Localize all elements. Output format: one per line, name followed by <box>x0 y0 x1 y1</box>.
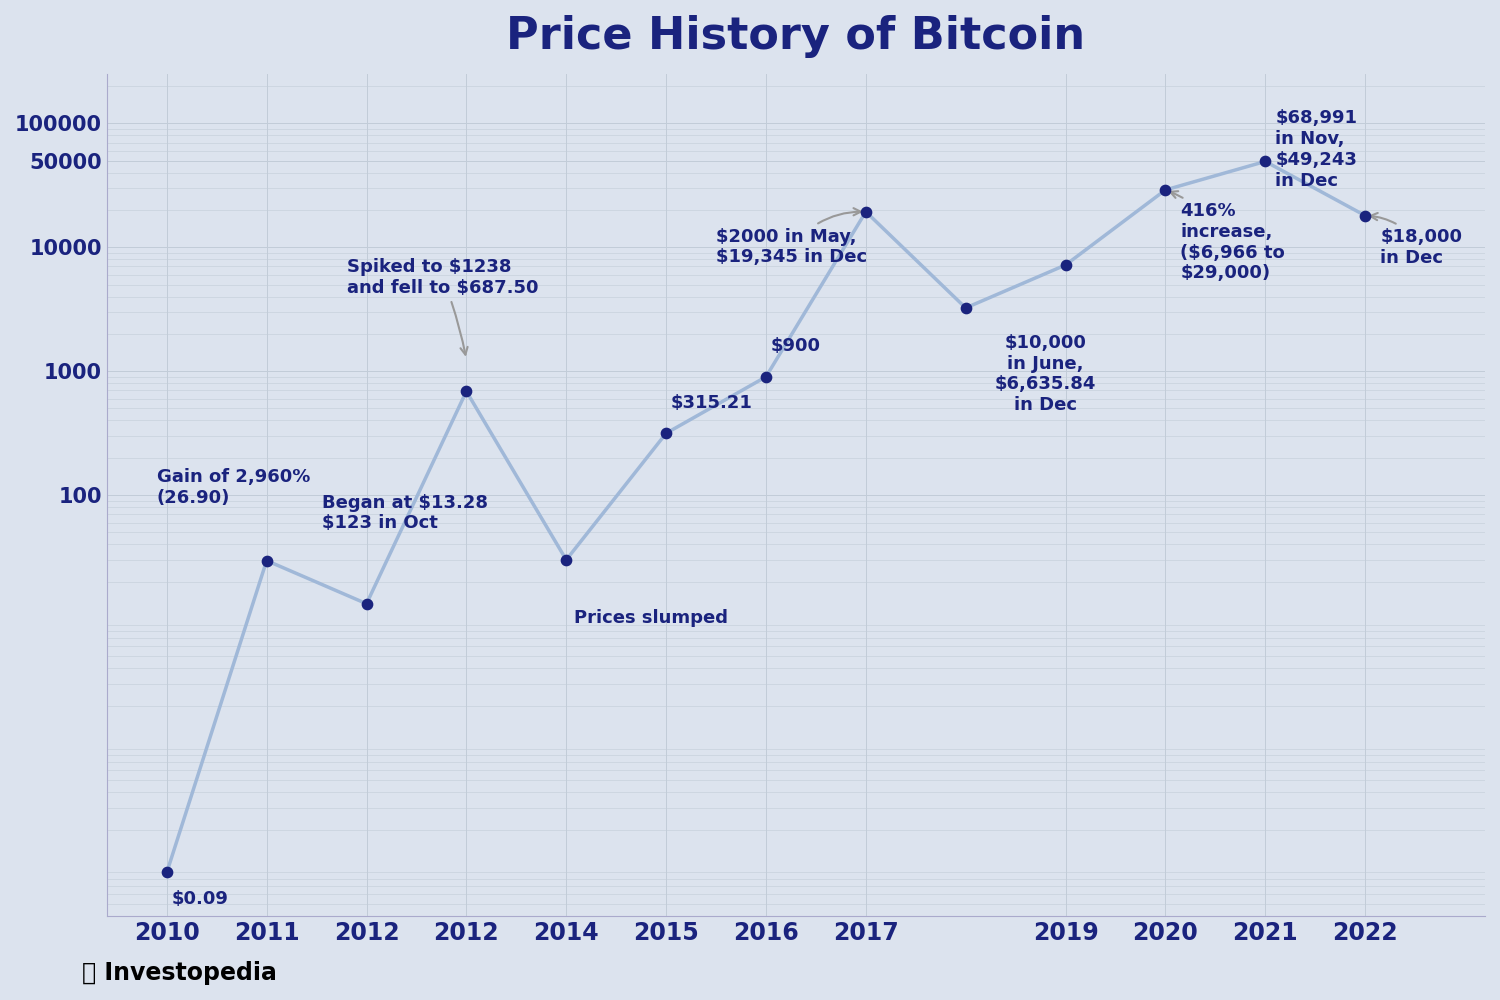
Text: Prices slumped: Prices slumped <box>574 609 728 627</box>
Point <box>354 596 378 612</box>
Title: Price History of Bitcoin: Price History of Bitcoin <box>507 15 1086 58</box>
Point <box>654 425 678 441</box>
Text: Spiked to $1238
and fell to $687.50: Spiked to $1238 and fell to $687.50 <box>346 258 538 355</box>
Point <box>255 553 279 569</box>
Text: $0.09: $0.09 <box>172 890 228 908</box>
Point <box>1353 208 1377 224</box>
Text: Ⓘ Investopedia: Ⓘ Investopedia <box>82 961 278 985</box>
Text: $10,000
in June,
$6,635.84
in Dec: $10,000 in June, $6,635.84 in Dec <box>994 334 1096 414</box>
Text: $68,991
in Nov,
$49,243
in Dec: $68,991 in Nov, $49,243 in Dec <box>1275 109 1358 190</box>
Point <box>554 552 578 568</box>
Point <box>754 369 778 385</box>
Point <box>1154 182 1178 198</box>
Text: $900: $900 <box>771 337 820 355</box>
Text: $18,000
in Dec: $18,000 in Dec <box>1371 213 1462 267</box>
Point <box>154 864 178 880</box>
Point <box>454 383 478 399</box>
Text: $315.21: $315.21 <box>670 394 753 412</box>
Text: Began at $13.28
$123 in Oct: Began at $13.28 $123 in Oct <box>321 494 488 532</box>
Point <box>1254 153 1278 169</box>
Text: 416%
increase,
($6,966 to
$29,000): 416% increase, ($6,966 to $29,000) <box>1170 191 1286 282</box>
Text: $2000 in May,
$19,345 in Dec: $2000 in May, $19,345 in Dec <box>716 208 867 266</box>
Text: Gain of 2,960%
(26.90): Gain of 2,960% (26.90) <box>158 468 310 507</box>
Point <box>954 300 978 316</box>
Point <box>1053 257 1077 273</box>
Point <box>853 204 877 220</box>
